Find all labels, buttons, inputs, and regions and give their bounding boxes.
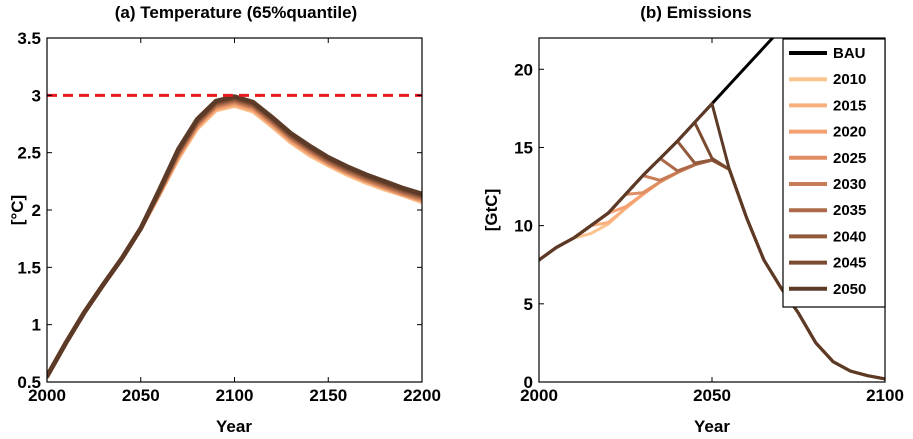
temperature-series-5-line xyxy=(47,98,422,379)
emissions-panel: (b) Emissions 2000 2050 2100 0 5 10 15 20 Year… xyxy=(482,3,904,436)
legend-label-2040: 2040 xyxy=(833,228,866,245)
emissions-y-tick-label: 15 xyxy=(514,138,533,157)
temperature-y-tick-label: 3.5 xyxy=(17,29,41,48)
legend-label-2015: 2015 xyxy=(833,97,866,114)
legend-label-2025: 2025 xyxy=(833,150,866,167)
emissions-series-2050-line xyxy=(539,102,885,381)
temperature-title: (a) Temperature (65%quantile) xyxy=(115,3,357,22)
emissions-y-tick-label: 10 xyxy=(514,217,533,236)
temperature-series-9-line xyxy=(47,94,422,379)
temperature-axes-frame xyxy=(46,37,423,383)
temperature-series-7-line xyxy=(47,96,422,379)
temperature-y-tick-label: 1.5 xyxy=(17,258,41,277)
legend-label-2020: 2020 xyxy=(833,124,866,141)
emissions-x-tick-label: 2050 xyxy=(693,386,731,405)
emissions-title: (b) Emissions xyxy=(640,3,751,22)
emissions-x-label: Year xyxy=(694,417,730,436)
emissions-x-tick-label: 2000 xyxy=(520,386,558,405)
emissions-y-tick-label: 5 xyxy=(524,295,533,314)
temperature-x-label: Year xyxy=(216,417,252,436)
temperature-y-tick-label: 0.5 xyxy=(17,373,41,392)
temperature-y-tick-label: 2 xyxy=(32,201,41,220)
temperature-y-tick-label: 1 xyxy=(32,316,41,335)
temperature-x-ticks: 2000 2050 2100 2150 2200 xyxy=(28,38,441,405)
legend-label-2050: 2050 xyxy=(833,281,866,298)
temperature-series-2-line xyxy=(47,102,422,379)
emissions-y-tick-label: 0 xyxy=(524,373,533,392)
temperature-y-tick-label: 3 xyxy=(32,86,41,105)
temperature-x-tick-label: 2200 xyxy=(403,386,441,405)
emissions-series-bau-line xyxy=(539,38,775,262)
temperature-series-6-line xyxy=(47,97,422,379)
legend-label-2030: 2030 xyxy=(833,176,866,193)
emissions-y-tick-label: 20 xyxy=(514,60,533,79)
legend-label-bau: BAU xyxy=(833,45,866,62)
temperature-x-tick-label: 2000 xyxy=(28,386,66,405)
legend-label-2035: 2035 xyxy=(833,202,866,219)
temperature-y-tick-label: 2.5 xyxy=(17,144,41,163)
legend-label-2045: 2045 xyxy=(833,255,866,272)
temperature-series-1-line xyxy=(47,103,422,379)
emissions-legend: BAU 2010 2015 2020 2025 2030 2035 2040 2045 2050 xyxy=(782,38,886,308)
emissions-plot-area xyxy=(539,38,885,381)
emissions-y-label: [GtC] xyxy=(482,189,501,231)
temperature-series-8-line xyxy=(47,95,422,379)
temperature-y-label: [°C] xyxy=(8,195,27,225)
temperature-y-ticks: 0.5 1 1.5 2 2.5 3 3.5 xyxy=(17,29,422,392)
emissions-x-ticks: 2000 2050 2100 xyxy=(520,38,904,405)
temperature-series-3-line xyxy=(47,101,422,379)
temperature-panel: (a) Temperature (65%quantile) 2000 2050 21… xyxy=(8,3,441,436)
emissions-x-tick-label: 2100 xyxy=(866,386,904,405)
temperature-plot-area xyxy=(47,93,422,379)
temperature-x-tick-label: 2100 xyxy=(216,386,254,405)
temperature-x-tick-label: 2150 xyxy=(309,386,347,405)
temperature-x-tick-label: 2050 xyxy=(122,386,160,405)
temperature-series-4-line xyxy=(47,99,422,379)
legend-label-2010: 2010 xyxy=(833,71,866,88)
